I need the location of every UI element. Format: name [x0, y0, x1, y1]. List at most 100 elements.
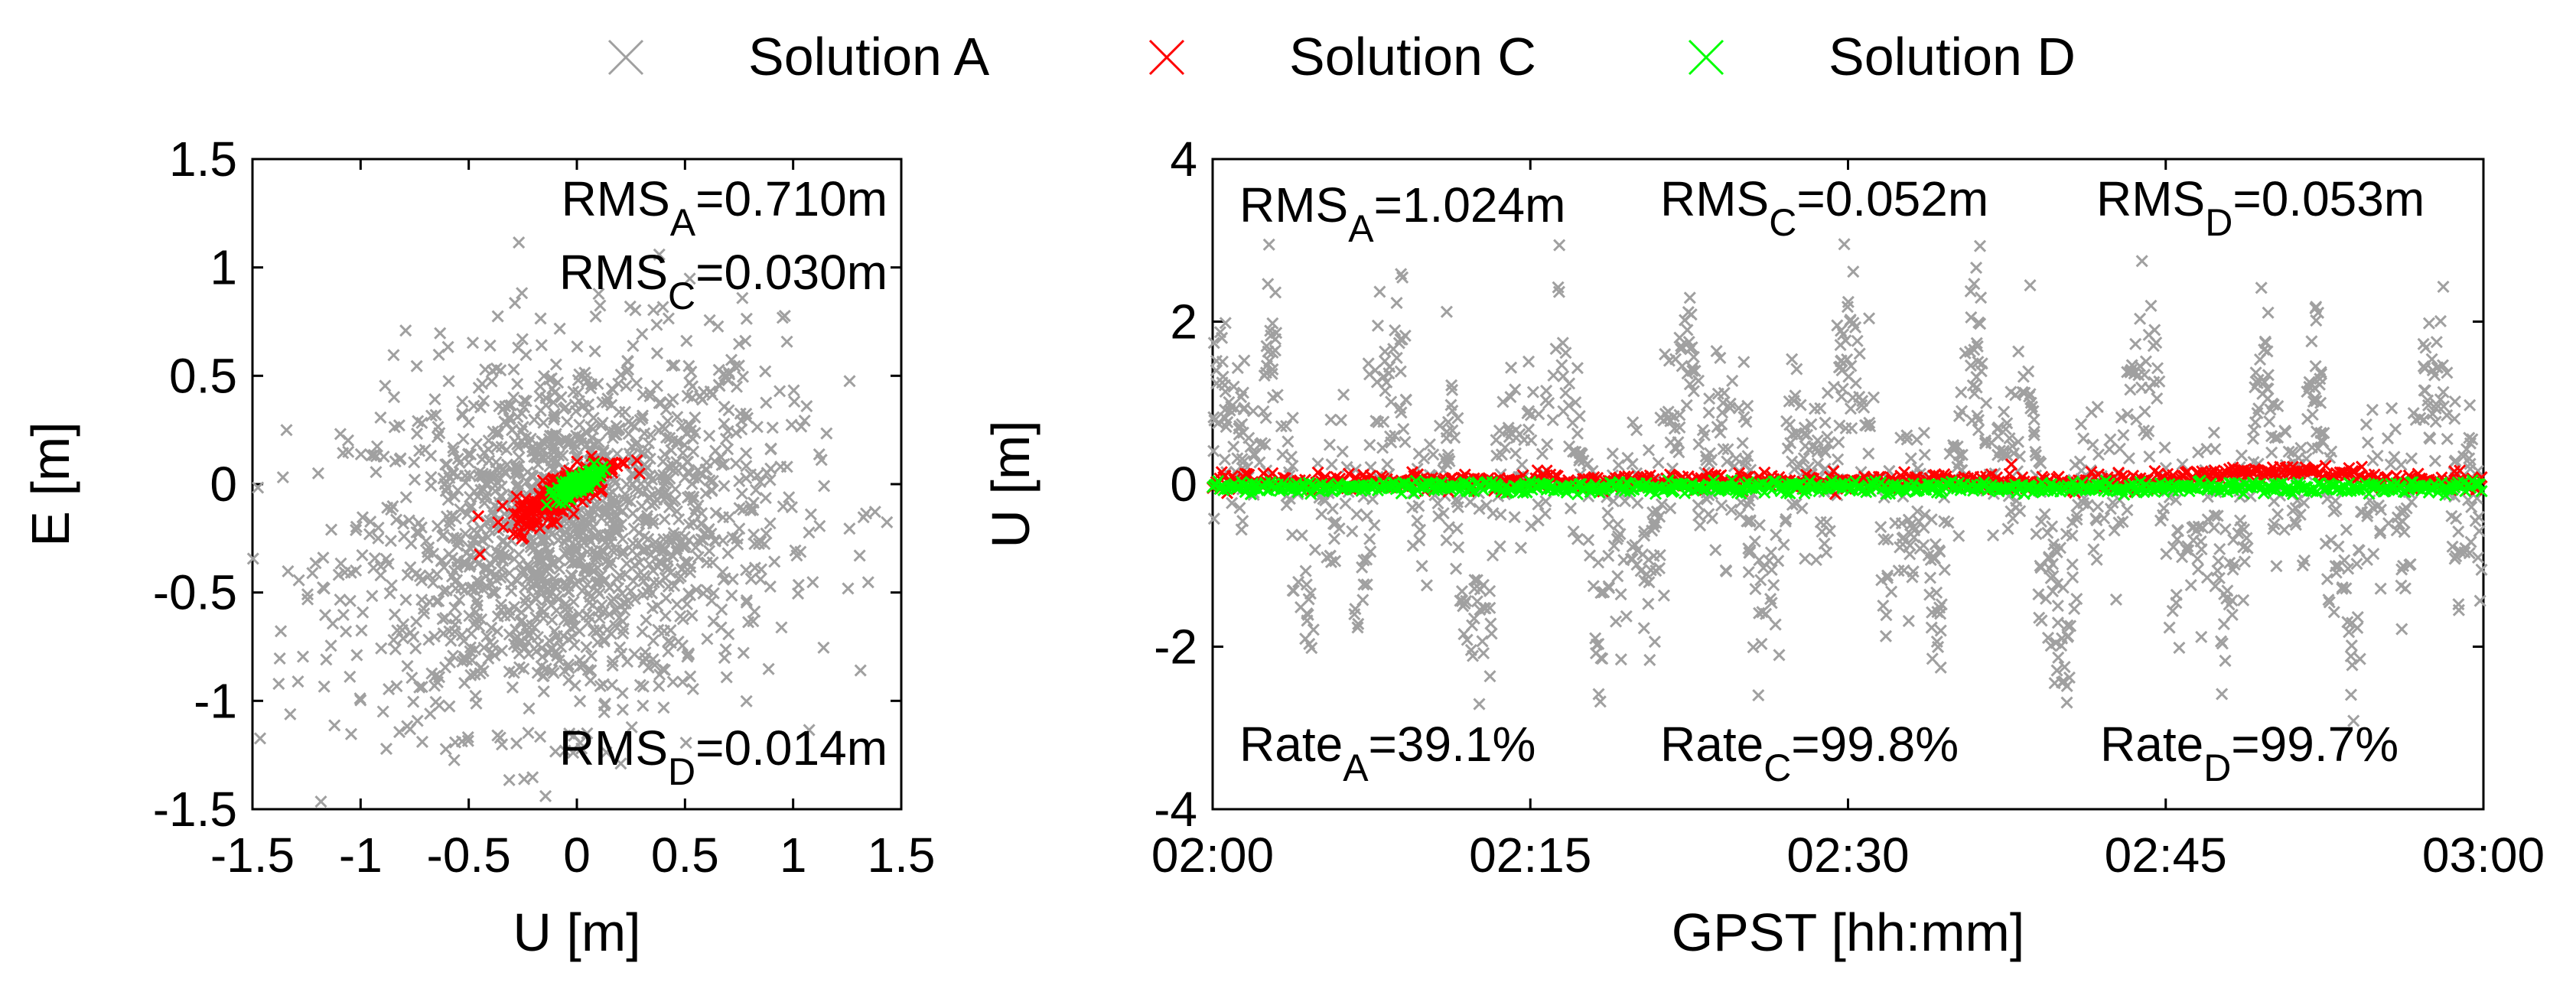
data-point — [1741, 515, 1754, 528]
data-point — [703, 429, 716, 442]
data-point — [842, 582, 855, 595]
data-point — [597, 532, 610, 545]
data-point — [501, 538, 514, 551]
data-point — [1324, 549, 1337, 562]
data-point — [2448, 412, 2461, 425]
data-point — [2320, 573, 2333, 586]
data-point — [640, 512, 653, 525]
data-point — [1758, 466, 1771, 479]
data-point — [526, 581, 539, 594]
data-point — [439, 743, 452, 756]
data-point — [534, 404, 547, 418]
data-point — [1601, 506, 1614, 519]
data-point — [1607, 495, 1620, 508]
data-point — [646, 634, 659, 647]
data-point — [534, 380, 547, 393]
data-point — [1248, 449, 1261, 462]
data-point — [2034, 559, 2047, 572]
data-point — [503, 773, 516, 787]
data-point — [492, 516, 505, 529]
data-point — [768, 555, 781, 568]
data-point — [1885, 585, 1898, 598]
data-point — [1461, 633, 1474, 646]
data-point — [820, 427, 833, 440]
data-point — [1900, 429, 1913, 442]
data-point — [2340, 523, 2353, 536]
data-point — [658, 512, 671, 525]
data-point — [800, 399, 813, 413]
rms-annotation-c: RMSC=0.052m — [1660, 171, 1988, 244]
data-point — [1285, 529, 1299, 542]
data-point — [1790, 363, 1803, 376]
data-point — [666, 534, 679, 547]
data-point — [415, 594, 428, 607]
data-point — [539, 662, 552, 675]
data-point — [1664, 502, 1677, 515]
data-point — [495, 644, 509, 657]
data-point — [2240, 532, 2253, 545]
data-point — [1514, 542, 1528, 555]
data-point — [447, 444, 460, 457]
x-tick-label: 02:45 — [2105, 828, 2227, 883]
data-point — [1473, 503, 1486, 516]
data-point — [2068, 602, 2081, 616]
data-point — [1368, 519, 1381, 532]
data-point — [1299, 564, 1312, 577]
data-point — [1505, 361, 1518, 374]
data-point — [1657, 589, 1670, 602]
data-point — [1467, 612, 1480, 625]
data-point — [686, 477, 699, 490]
data-point — [1714, 351, 1727, 365]
data-point — [1929, 538, 1942, 551]
data-point — [2340, 582, 2353, 595]
data-point — [754, 475, 767, 489]
data-point — [1532, 408, 1545, 421]
data-point — [2421, 398, 2435, 411]
data-point — [1932, 640, 1945, 653]
data-point — [1486, 549, 1500, 562]
data-point — [437, 627, 450, 640]
data-point — [1800, 428, 1814, 441]
data-point — [547, 413, 560, 426]
data-point — [562, 658, 575, 672]
data-point — [585, 472, 598, 485]
data-point — [457, 432, 470, 445]
data-point — [1851, 334, 1864, 347]
x-tick-label: -0.5 — [427, 828, 511, 883]
data-point — [1724, 503, 1738, 516]
data-point — [1614, 653, 1627, 666]
data-point — [684, 670, 697, 683]
data-point — [1970, 337, 1983, 350]
data-point — [301, 593, 314, 606]
data-point — [1596, 652, 1609, 665]
data-point — [425, 449, 438, 463]
data-point — [1532, 498, 1545, 511]
data-point — [477, 583, 490, 596]
data-point — [470, 437, 484, 450]
data-point — [1504, 391, 1517, 404]
data-point — [2124, 366, 2137, 379]
data-point — [861, 576, 874, 589]
data-point — [498, 415, 511, 428]
data-point — [350, 564, 363, 577]
data-point — [471, 574, 484, 587]
data-point — [2050, 664, 2063, 677]
data-point — [2407, 407, 2420, 420]
data-point — [2171, 523, 2184, 537]
data-point — [667, 530, 680, 544]
data-point — [384, 535, 397, 548]
data-point — [2211, 509, 2224, 522]
data-point — [676, 675, 689, 688]
data-point — [2324, 534, 2337, 547]
data-point — [581, 663, 594, 677]
data-point — [1562, 399, 1575, 412]
data-point — [1643, 653, 1656, 666]
data-point — [2075, 418, 2088, 431]
data-point — [1513, 428, 1526, 441]
data-point — [683, 419, 697, 432]
data-point — [742, 616, 755, 629]
data-point — [682, 465, 695, 478]
data-point — [672, 635, 685, 648]
data-point — [733, 522, 746, 535]
data-point — [2259, 337, 2272, 350]
